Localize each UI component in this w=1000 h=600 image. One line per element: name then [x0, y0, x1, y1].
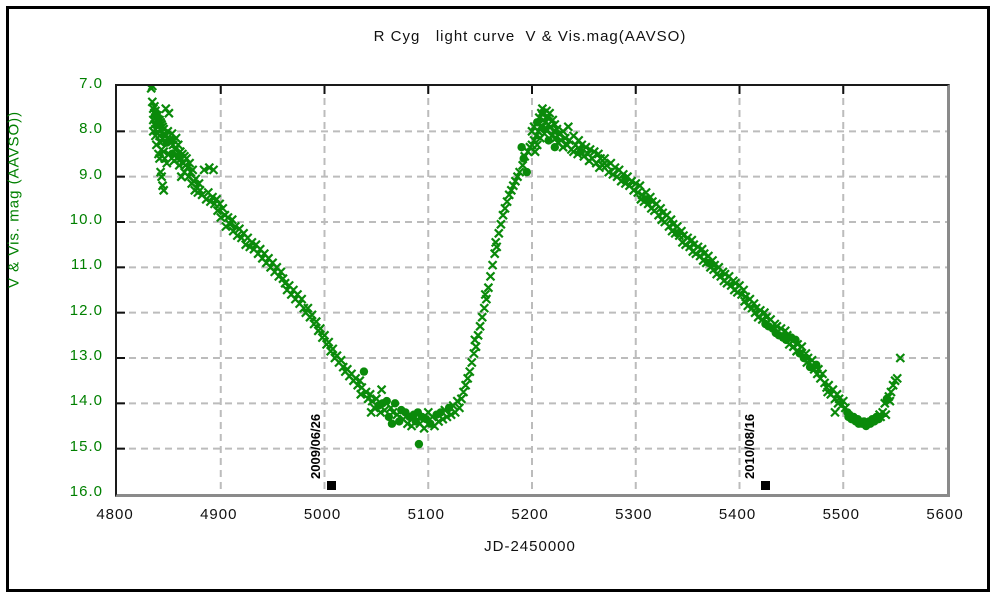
v-observations-series: [152, 109, 892, 449]
x-tick-label: 5400: [718, 506, 757, 523]
annotation-marker-square: [327, 481, 337, 490]
y-tick-label: 14.0: [69, 392, 103, 410]
x-tick-label: 5500: [822, 506, 860, 523]
x-tick-label: 5600: [926, 506, 964, 523]
x-tick-label: 5300: [615, 506, 653, 523]
y-tick-label: 12.0: [69, 301, 103, 319]
y-tick-label: 13.0: [69, 347, 103, 364]
x-tick-label: 5200: [511, 506, 549, 523]
x-axis-title: JD-2450000: [484, 538, 576, 555]
y-tick-label: 16.0: [69, 483, 103, 500]
y-tick-label: 9.0: [79, 165, 103, 183]
page-border: [6, 6, 990, 592]
plot-area: [115, 84, 950, 497]
axis-tick-marks: [117, 86, 845, 450]
y-tick-label: 11.0: [70, 256, 103, 274]
y-tick-label: 7.0: [79, 75, 103, 92]
x-tick-label: 4800: [96, 506, 134, 523]
vis-observations-series: [146, 86, 906, 434]
y-tick-label: 10.0: [69, 211, 103, 228]
annotation-marker-square: [761, 481, 770, 490]
plot-canvas: [117, 86, 947, 494]
x-tick-label: 5100: [407, 506, 445, 523]
chart-title: R Cyg light curve V & Vis.mag(AAVSO): [373, 28, 687, 45]
x-tick-label: 5000: [303, 506, 342, 523]
annotation-date-label: 2010/08/16: [741, 413, 757, 479]
y-tick-label: 15.0: [69, 437, 103, 455]
x-tick-label: 4900: [200, 506, 238, 523]
y-tick-label: 8.0: [79, 120, 103, 138]
annotation-date-label: 2009/06/26: [307, 413, 323, 479]
